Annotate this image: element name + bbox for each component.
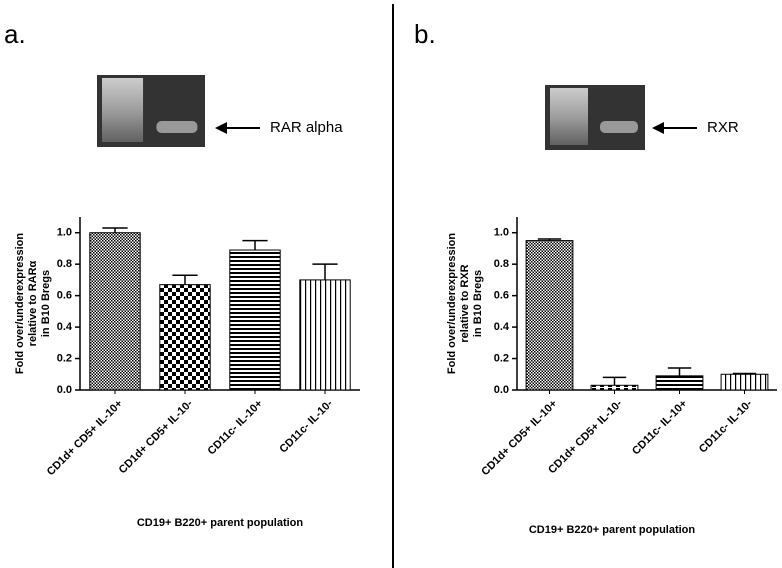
x-tick-label: CD1d+ CD5+ IL-10- (117, 397, 196, 476)
y-tick-label: 0.6 (494, 290, 509, 302)
y-tick-label: 0.0 (57, 384, 72, 396)
x-tick-label: CD1d+ CD5+ IL-10- (546, 397, 625, 476)
gel-label: RXR (707, 119, 739, 136)
bar (299, 279, 351, 391)
y-axis-label-line: in B10 Bregs (40, 270, 52, 337)
y-axis-label: Fold over/underexpressionrelative to RAR… (14, 233, 52, 374)
gel-band (600, 121, 638, 133)
x-tick-label: CD11c- IL-10+ (630, 398, 690, 458)
x-axis-label: CD19+ B220+ parent population (529, 524, 696, 536)
y-tick-label: 0.0 (494, 384, 509, 396)
x-tick-label: CD11c- IL-10- (277, 397, 335, 455)
bar (89, 232, 141, 391)
y-axis-label-line: relative to RARα (27, 260, 39, 346)
bar (590, 384, 639, 391)
y-tick-label: 0.4 (494, 321, 510, 333)
bar (720, 373, 769, 391)
gel-label: RAR alpha (270, 119, 343, 136)
panel-label: a. (4, 19, 26, 49)
arrow-head (652, 122, 664, 134)
y-axis-label-line: relative to RXR (459, 264, 471, 342)
y-axis-label-line: Fold over/underexpression (446, 233, 458, 374)
x-axis-label: CD19+ B220+ parent population (137, 517, 304, 529)
x-tick-label: CD11c- IL-10+ (205, 398, 265, 458)
y-tick-label: 0.8 (494, 258, 509, 270)
bar (159, 284, 211, 391)
y-axis-label-line: Fold over/underexpression (14, 233, 26, 374)
arrow-head (215, 122, 227, 134)
y-tick-label: 0.6 (57, 290, 72, 302)
y-axis-label: Fold over/underexpressionrelative to RXR… (446, 233, 484, 374)
x-tick-label: CD1d+ CD5+ IL-10+ (45, 398, 125, 478)
gel-band (156, 121, 198, 133)
bar (655, 375, 704, 391)
y-tick-label: 1.0 (494, 227, 509, 239)
y-axis-label-line: in B10 Bregs (472, 270, 484, 337)
bar (525, 240, 574, 391)
y-tick-label: 0.4 (57, 321, 73, 333)
y-tick-label: 1.0 (57, 227, 72, 239)
gel-ladder (102, 78, 144, 142)
y-tick-label: 0.8 (57, 258, 72, 270)
gel-ladder (550, 88, 588, 145)
panel-label: b. (414, 19, 436, 49)
y-tick-label: 0.2 (494, 352, 509, 364)
bar (229, 249, 281, 391)
y-tick-label: 0.2 (57, 352, 72, 364)
x-tick-label: CD11c- IL-10- (697, 397, 755, 455)
